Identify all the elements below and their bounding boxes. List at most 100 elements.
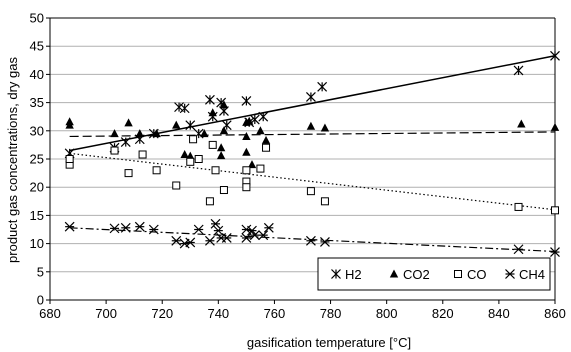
point-ch4 — [204, 235, 215, 246]
point-co2 — [172, 120, 181, 129]
point-co — [514, 202, 523, 211]
point-co — [242, 183, 251, 192]
point-co — [219, 186, 228, 195]
y-tick-label: 30 — [30, 123, 44, 138]
point-co — [208, 140, 217, 149]
point-co2 — [200, 129, 209, 138]
point-ch4 — [64, 221, 75, 232]
point-co — [262, 143, 271, 152]
point-co2 — [244, 116, 254, 125]
point-h2 — [550, 50, 560, 61]
trend-line-h2 — [69, 55, 556, 152]
point-co — [138, 150, 147, 159]
y-axis-label: product gas concentrations, dry gas — [5, 57, 20, 263]
y-tick-label: 45 — [30, 39, 44, 54]
legend-label-ch4: CH4 — [519, 267, 545, 282]
point-co2 — [517, 119, 526, 128]
point-co2 — [216, 151, 226, 160]
legend: H2 CO2 CO CH4 — [317, 257, 551, 291]
point-co2 — [219, 126, 229, 135]
point-h2 — [305, 92, 316, 102]
y-tick-label: 20 — [30, 180, 44, 195]
y-tick-label: 0 — [37, 293, 44, 308]
point-h2 — [513, 65, 524, 76]
y-tick-label: 10 — [30, 236, 44, 251]
point-co — [124, 169, 133, 178]
point-co2 — [216, 143, 226, 152]
point-ch4 — [221, 233, 232, 243]
point-ch4 — [210, 218, 221, 229]
legend-label-co2: CO2 — [403, 267, 430, 282]
x-tick-label: 760 — [264, 306, 286, 321]
point-co2 — [242, 131, 251, 140]
point-co2 — [208, 108, 217, 117]
point-co — [65, 155, 74, 163]
point-co — [256, 164, 265, 173]
x-tick-label: 700 — [95, 306, 117, 321]
point-co2 — [124, 118, 133, 127]
point-co — [186, 157, 195, 166]
point-co — [320, 197, 329, 206]
point-co — [194, 155, 203, 163]
point-h2 — [258, 111, 269, 122]
point-ch4 — [249, 230, 260, 241]
y-tick-label: 25 — [30, 152, 44, 167]
point-co2 — [247, 160, 257, 169]
point-co2 — [219, 100, 229, 109]
point-co2 — [550, 122, 560, 131]
y-tick-label: 40 — [30, 67, 44, 82]
point-ch4 — [185, 237, 196, 248]
point-h2 — [317, 81, 328, 92]
x-tick-label: 860 — [544, 306, 566, 321]
point-co2 — [256, 126, 265, 135]
point-ch4 — [247, 225, 257, 236]
point-ch4 — [258, 230, 269, 241]
legend-marker-ch4 — [505, 269, 515, 279]
point-ch4 — [513, 244, 524, 255]
point-ch4 — [134, 221, 145, 232]
legend-label-co: CO — [467, 267, 487, 282]
x-tick-label: 720 — [151, 306, 173, 321]
point-co — [189, 135, 198, 144]
trend-lines — [69, 55, 556, 253]
point-co — [205, 197, 214, 206]
x-tick-label: 680 — [39, 306, 61, 321]
point-ch4 — [109, 223, 120, 234]
x-tick-labels: 680 700 720 740 760 780 800 820 840 860 — [39, 306, 566, 321]
point-ch4 — [263, 222, 274, 233]
x-tick-label: 800 — [376, 306, 398, 321]
point-ch4 — [171, 235, 182, 246]
point-h2 — [241, 95, 252, 106]
point-co — [306, 187, 315, 196]
point-co — [211, 166, 220, 175]
point-co — [152, 166, 161, 175]
legend-box — [317, 257, 551, 291]
x-tick-label: 740 — [207, 306, 229, 321]
x-tick-label: 840 — [488, 306, 510, 321]
trend-line-co — [69, 152, 556, 211]
point-ch4 — [550, 247, 560, 257]
point-co2 — [186, 151, 195, 160]
point-co2 — [242, 147, 251, 156]
point-ch4 — [148, 224, 159, 235]
x-tick-label: 820 — [432, 306, 454, 321]
legend-marker-h2 — [331, 269, 341, 279]
legend-label-h2: H2 — [345, 267, 362, 282]
y-tick-label: 50 — [30, 11, 44, 26]
point-co2 — [180, 149, 189, 158]
point-ch4 — [213, 225, 224, 236]
point-ch4 — [120, 222, 131, 233]
y-tick-label: 5 — [37, 264, 44, 279]
legend-marker-co2 — [389, 269, 399, 278]
point-h2 — [204, 94, 215, 105]
point-ch4 — [305, 235, 316, 246]
point-co2 — [320, 123, 330, 132]
point-co — [172, 181, 181, 190]
point-h2 — [185, 120, 196, 131]
point-ch4 — [320, 236, 330, 247]
legend-marker-co — [454, 270, 462, 278]
point-co2 — [110, 129, 119, 138]
point-co2 — [306, 121, 316, 130]
point-co2 — [152, 129, 161, 138]
